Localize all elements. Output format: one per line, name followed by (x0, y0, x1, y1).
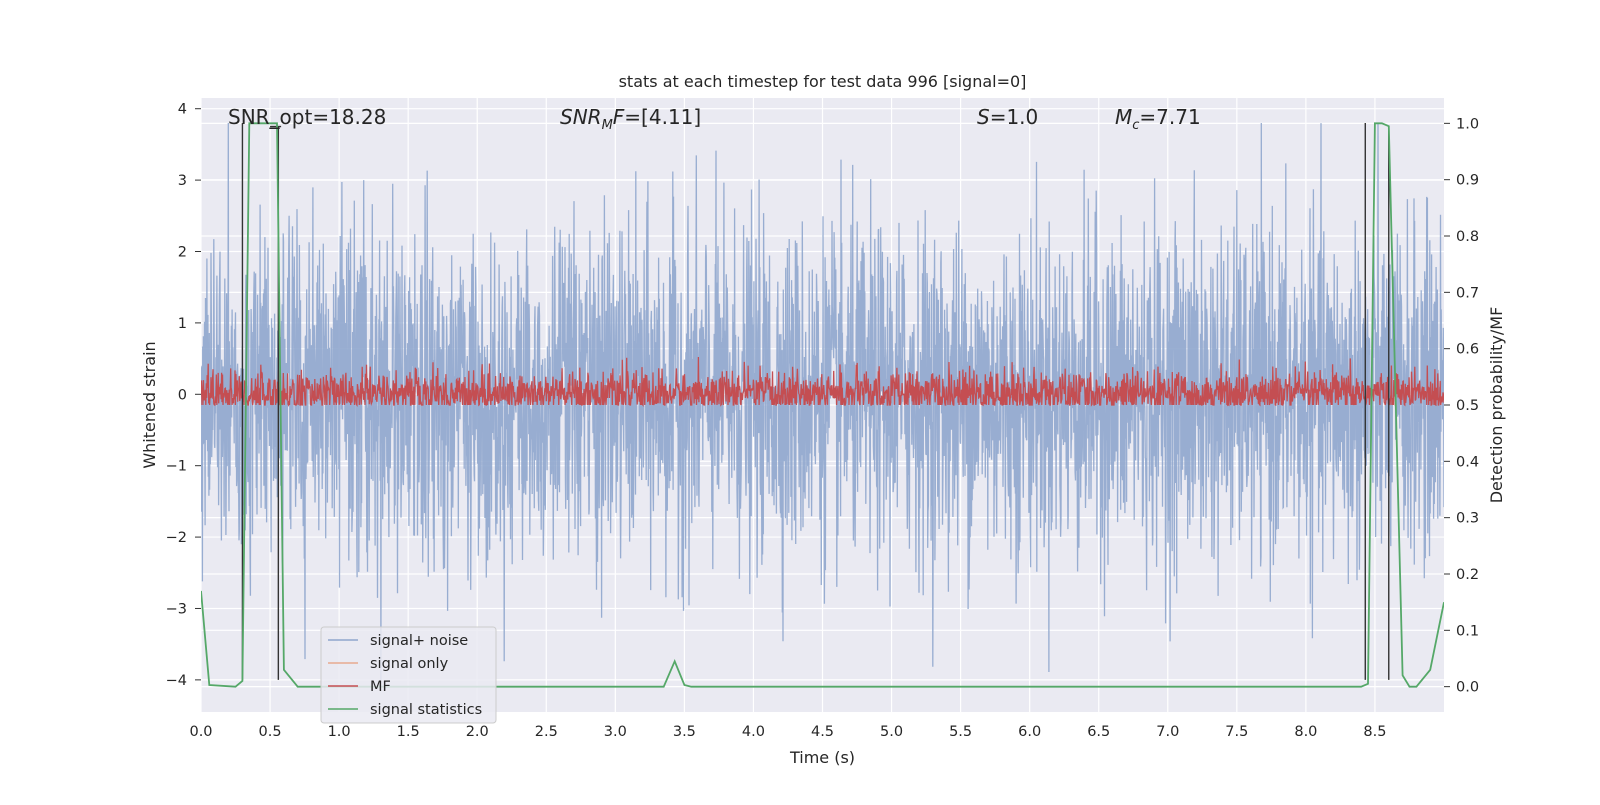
y-tick-label: 0 (178, 387, 187, 403)
y-right-tick-label: 0.8 (1456, 229, 1479, 245)
x-tick-label: 8.0 (1294, 724, 1317, 740)
x-tick-label: 7.5 (1225, 724, 1248, 740)
annotation-snr-opt: SNR_opt=18.28 (228, 105, 386, 129)
annotation-s-base: S (977, 105, 990, 129)
y-tick-label: 4 (178, 102, 187, 118)
y-right-tick-label: 1.0 (1456, 116, 1479, 132)
x-tick-label: 1.0 (328, 724, 351, 740)
x-tick-label: 8.5 (1363, 724, 1386, 740)
x-tick-label: 3.0 (604, 724, 627, 740)
y-tick-label: −4 (166, 673, 187, 689)
x-tick-label: 2.5 (535, 724, 558, 740)
x-tick-label: 3.5 (673, 724, 696, 740)
x-tick-label: 4.5 (811, 724, 834, 740)
chart-title: stats at each timestep for test data 996… (619, 72, 1027, 91)
y-tick-label: 1 (178, 316, 187, 332)
y-axis-label: Whitened strain (140, 341, 159, 468)
x-tick-label: 5.5 (949, 724, 972, 740)
series-signal-statistics-line (201, 122, 1444, 688)
y-right-tick-label: 0.3 (1456, 511, 1479, 527)
x-tick-label: 6.0 (1018, 724, 1041, 740)
x-tick-label: 0.5 (259, 724, 282, 740)
y-right-tick-label: 0.7 (1456, 285, 1479, 301)
x-tick-label: 6.5 (1087, 724, 1110, 740)
y-tick-label: −1 (166, 459, 187, 475)
series-signal-statistics (201, 122, 1444, 688)
series-mf (201, 356, 1444, 408)
ticks: 0.0 0.5 1.0 1.5 2.0 2.5 3.0 3.5 4.0 4.5 5.0 5.5 6.0 6… (166, 102, 1479, 740)
series-mf-line (201, 356, 1444, 408)
y-right-tick-label: 0.6 (1456, 342, 1479, 358)
legend-label-signal-statistics: signal statistics (370, 702, 482, 718)
x-tick-label: 4.0 (742, 724, 765, 740)
legend-label-signal-only: signal only (370, 656, 449, 672)
annotation-snr-mf-tail-f: F (613, 105, 625, 129)
y-right-tick-label: 0.2 (1456, 567, 1479, 583)
annotation-mc-tail: =7.71 (1139, 105, 1200, 129)
annotation-snr-mf-tail: =[4.11] (624, 105, 701, 129)
y-tick-label: 2 (178, 245, 187, 261)
annotation-s: S=1.0 (977, 105, 1038, 129)
legend-box (320, 626, 497, 724)
annotation-mc-base: M (1115, 105, 1132, 129)
x-axis-label: Time (s) (789, 748, 855, 767)
annotation-mc: Mc=7.71 (1115, 105, 1201, 133)
x-tick-label: 1.5 (397, 724, 420, 740)
annotation-s-tail: =1.0 (990, 105, 1039, 129)
x-tick-label: 5.0 (880, 724, 903, 740)
annotation-snr-mf-base: SNR (560, 105, 602, 129)
annotation-mc-sub: c (1132, 118, 1139, 133)
y-right-tick-label: 0.9 (1456, 173, 1479, 189)
legend-label-mf: MF (370, 679, 391, 695)
y-right-tick-label: 0.0 (1456, 680, 1479, 696)
x-tick-label: 7.0 (1156, 724, 1179, 740)
y-right-tick-label: 0.4 (1456, 454, 1479, 470)
y-right-tick-label: 0.5 (1456, 398, 1479, 414)
series-signal-noise (201, 122, 1444, 680)
y-axis-right-label: Detection probability/MF (1487, 307, 1506, 504)
y-tick-label: −2 (166, 530, 187, 546)
y-tick-label: −3 (166, 601, 187, 617)
y-tick-label: 3 (178, 173, 187, 189)
series-signal-noise-line (201, 122, 1444, 680)
y-right-tick-label: 0.1 (1456, 623, 1479, 639)
annotation-snr-mf: SNRMF=[4.11] (560, 105, 701, 133)
x-tick-label: 2.0 (466, 724, 489, 740)
legend: signal+ noise signal only MF signal stat… (320, 626, 497, 724)
legend-label-signal-noise: signal+ noise (370, 633, 468, 649)
annotation-snr-mf-sub: M (602, 118, 613, 133)
x-tick-label: 0.0 (189, 724, 212, 740)
